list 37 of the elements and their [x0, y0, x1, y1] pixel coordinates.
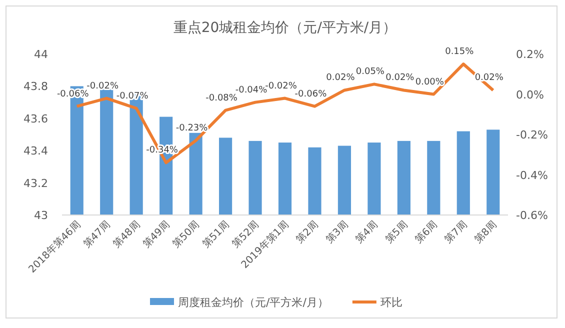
x-tick-label: 第4周 [353, 218, 380, 246]
y2-tick-label: -0.2% [516, 128, 548, 142]
y-tick-label: 43.8 [24, 80, 48, 94]
data-label: -0.08% [206, 93, 238, 104]
legend-label: 环比 [380, 296, 402, 309]
data-label: -0.04% [235, 85, 268, 96]
y-tick-label: 43.6 [24, 112, 48, 126]
y-tick-label: 43.2 [24, 176, 48, 190]
legend-label: 周度租金均价（元/平方米/月） [178, 296, 328, 309]
x-tick-label: 第47周 [81, 218, 113, 250]
y2-tick-label: 0.2% [516, 48, 544, 61]
y-tick-label: 43 [34, 209, 48, 222]
y-tick-label: 43.4 [24, 144, 48, 158]
data-label: 0.05% [356, 67, 385, 78]
x-tick-label: 第50周 [170, 218, 202, 250]
x-tick-label: 第49周 [140, 218, 172, 250]
x-tick-label: 第5周 [382, 218, 410, 246]
data-label: 0.00% [415, 77, 444, 88]
x-tick-label: 第51周 [200, 218, 232, 250]
y2-tick-label: -0.6% [516, 209, 548, 222]
data-label: -0.06% [294, 89, 328, 100]
y-tick-label: 44 [34, 48, 48, 61]
x-tick-label: 第6周 [412, 218, 440, 246]
x-tick-label: 第2周 [294, 218, 321, 246]
data-label: -0.02% [86, 81, 119, 92]
x-tick-label: 第48周 [110, 218, 142, 250]
x-tick-label: 第3周 [323, 218, 351, 246]
data-label: -0.23% [176, 124, 208, 134]
data-label: 0.02% [326, 73, 356, 84]
chart-title: 重点20城租金均价（元/平方米/月） [173, 20, 397, 36]
data-label: 0.02% [386, 73, 415, 84]
data-label: 0.15% [445, 47, 474, 58]
data-label: -0.02% [265, 81, 298, 92]
y2-tick-label: 0.0% [516, 88, 544, 102]
y2-tick-label: -0.4% [516, 168, 548, 182]
x-tick-label: 第8周 [472, 218, 500, 246]
x-tick-label: 第7周 [442, 218, 470, 246]
